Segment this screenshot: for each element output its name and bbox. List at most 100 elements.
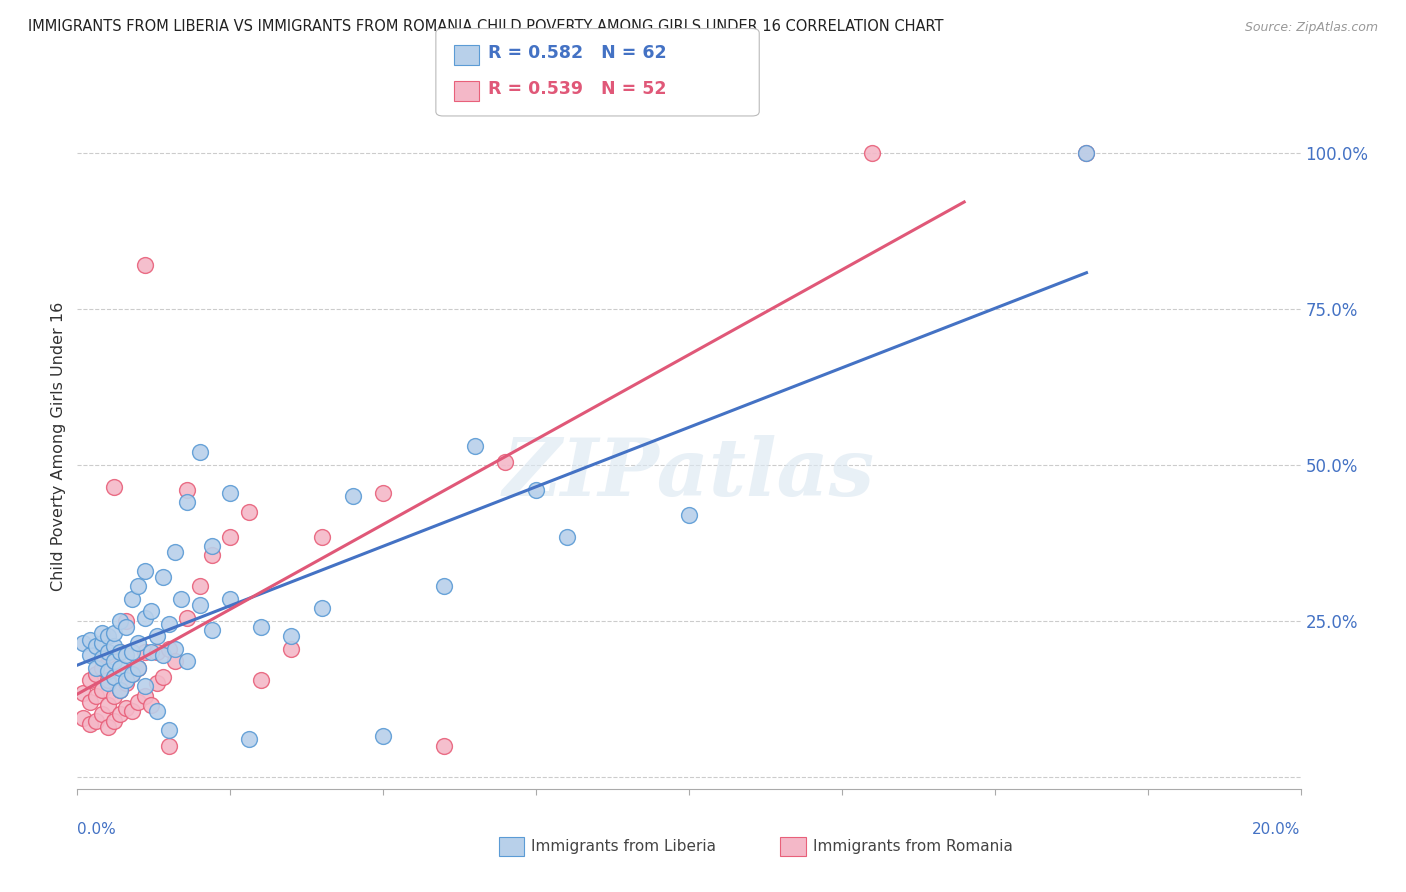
Point bbox=[176, 483, 198, 497]
Point bbox=[103, 655, 125, 669]
Point bbox=[121, 705, 143, 719]
Point bbox=[97, 673, 120, 688]
Point bbox=[103, 480, 125, 494]
Point bbox=[90, 707, 112, 722]
Point bbox=[103, 714, 125, 728]
Point bbox=[371, 485, 394, 500]
Point bbox=[108, 614, 131, 628]
Text: Source: ZipAtlas.com: Source: ZipAtlas.com bbox=[1244, 21, 1378, 34]
Point bbox=[90, 635, 112, 649]
Point bbox=[72, 686, 94, 700]
Point bbox=[134, 564, 156, 578]
Point bbox=[157, 739, 180, 753]
Point bbox=[108, 682, 131, 697]
Point bbox=[121, 667, 143, 681]
Text: ZIPatlas: ZIPatlas bbox=[503, 434, 875, 512]
Point bbox=[90, 626, 112, 640]
Text: 20.0%: 20.0% bbox=[1253, 822, 1301, 837]
Point bbox=[250, 673, 273, 688]
Text: R = 0.539   N = 52: R = 0.539 N = 52 bbox=[488, 79, 666, 97]
Point bbox=[108, 645, 131, 659]
Point bbox=[108, 682, 131, 697]
Point bbox=[97, 630, 120, 644]
Point bbox=[115, 701, 138, 715]
Point bbox=[146, 676, 169, 690]
Point bbox=[250, 620, 273, 634]
Point bbox=[84, 660, 107, 675]
Point bbox=[97, 664, 120, 678]
Y-axis label: Child Poverty Among Girls Under 16: Child Poverty Among Girls Under 16 bbox=[51, 301, 66, 591]
Point bbox=[127, 635, 149, 649]
Point bbox=[79, 632, 101, 647]
Point bbox=[152, 648, 174, 662]
Point bbox=[201, 548, 224, 563]
Point bbox=[280, 630, 302, 644]
Point bbox=[188, 599, 211, 613]
Point bbox=[97, 648, 120, 662]
Point bbox=[127, 695, 149, 709]
Point bbox=[311, 601, 333, 615]
Point bbox=[862, 145, 884, 160]
Point bbox=[188, 445, 211, 459]
Point bbox=[97, 720, 120, 734]
Point bbox=[121, 667, 143, 681]
Point bbox=[90, 651, 112, 665]
Point bbox=[97, 645, 120, 659]
Text: 0.0%: 0.0% bbox=[77, 822, 117, 837]
Point bbox=[115, 673, 138, 688]
Point bbox=[433, 580, 456, 594]
Point bbox=[79, 648, 101, 662]
Point bbox=[201, 539, 224, 553]
Point bbox=[371, 730, 394, 744]
Point bbox=[134, 258, 156, 272]
Point bbox=[139, 698, 162, 712]
Point bbox=[108, 707, 131, 722]
Point bbox=[97, 698, 120, 712]
Point bbox=[157, 723, 180, 737]
Point bbox=[84, 639, 107, 653]
Point bbox=[280, 642, 302, 657]
Point bbox=[103, 670, 125, 684]
Point bbox=[97, 676, 120, 690]
Point bbox=[152, 670, 174, 684]
Point bbox=[139, 645, 162, 659]
Point bbox=[157, 617, 180, 632]
Point bbox=[219, 530, 242, 544]
Point bbox=[108, 645, 131, 659]
Point bbox=[115, 676, 138, 690]
Point bbox=[127, 660, 149, 675]
Point bbox=[146, 705, 169, 719]
Point bbox=[311, 530, 333, 544]
Point bbox=[433, 739, 456, 753]
Point bbox=[1076, 145, 1098, 160]
Point bbox=[84, 667, 107, 681]
Point bbox=[108, 660, 131, 675]
Point bbox=[157, 642, 180, 657]
Point bbox=[678, 508, 700, 522]
Point bbox=[134, 645, 156, 659]
Text: IMMIGRANTS FROM LIBERIA VS IMMIGRANTS FROM ROMANIA CHILD POVERTY AMONG GIRLS UND: IMMIGRANTS FROM LIBERIA VS IMMIGRANTS FR… bbox=[28, 20, 943, 34]
Point bbox=[165, 642, 187, 657]
Point bbox=[72, 635, 94, 649]
Point bbox=[72, 710, 94, 724]
Point bbox=[152, 570, 174, 584]
Point bbox=[495, 455, 517, 469]
Point bbox=[134, 611, 156, 625]
Point bbox=[134, 689, 156, 703]
Point bbox=[146, 630, 169, 644]
Point bbox=[1076, 145, 1098, 160]
Point bbox=[90, 660, 112, 675]
Point bbox=[165, 545, 187, 559]
Point bbox=[121, 592, 143, 607]
Point bbox=[176, 611, 198, 625]
Point bbox=[79, 673, 101, 688]
Point bbox=[165, 655, 187, 669]
Point bbox=[176, 495, 198, 509]
Text: Immigrants from Romania: Immigrants from Romania bbox=[813, 839, 1012, 854]
Text: R = 0.582   N = 62: R = 0.582 N = 62 bbox=[488, 44, 666, 62]
Point bbox=[103, 639, 125, 653]
Point bbox=[79, 717, 101, 731]
Point bbox=[127, 580, 149, 594]
Point bbox=[115, 648, 138, 662]
Point bbox=[170, 592, 193, 607]
